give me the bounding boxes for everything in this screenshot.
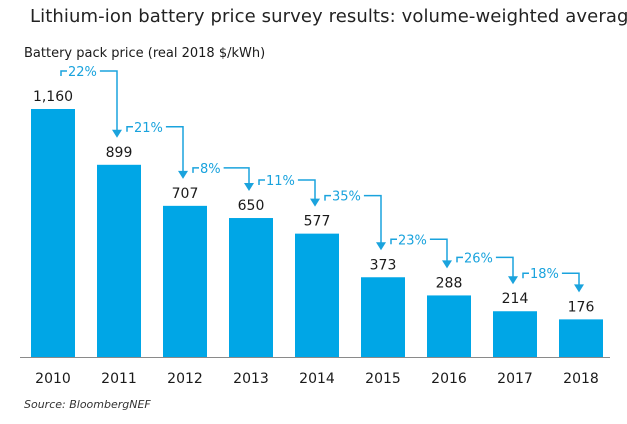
change-bracket bbox=[390, 238, 397, 245]
change-arrow-head bbox=[508, 276, 518, 285]
change-arrow-head bbox=[310, 198, 320, 207]
x-tick-label: 2016 bbox=[431, 371, 467, 387]
change-bracket bbox=[126, 126, 133, 132]
change-label: 8% bbox=[200, 162, 221, 177]
bar bbox=[229, 218, 273, 357]
change-bracket bbox=[522, 272, 529, 279]
change-arrow-head bbox=[376, 242, 386, 251]
bar bbox=[31, 109, 75, 357]
x-tick-label: 2014 bbox=[299, 371, 335, 387]
x-tick-label: 2018 bbox=[563, 371, 599, 387]
data-label: 577 bbox=[304, 214, 331, 230]
change-arrow-line bbox=[561, 272, 580, 286]
data-label: 899 bbox=[106, 145, 133, 161]
bar bbox=[295, 233, 339, 357]
data-label: 650 bbox=[238, 198, 265, 214]
x-tick-label: 2015 bbox=[365, 371, 401, 387]
change-bracket bbox=[324, 194, 331, 201]
change-arrow-line bbox=[297, 179, 316, 200]
data-label: 214 bbox=[502, 291, 529, 307]
y-axis-label: Battery pack price (real 2018 $/kWh) bbox=[24, 46, 266, 61]
change-bracket bbox=[60, 70, 67, 76]
change-label: 35% bbox=[332, 190, 361, 205]
data-label: 1,160 bbox=[33, 89, 73, 105]
change-arrow-head bbox=[112, 129, 122, 138]
change-label: 18% bbox=[530, 267, 559, 282]
bar bbox=[163, 205, 207, 357]
change-arrow-head bbox=[574, 284, 584, 293]
source-note: Source: BloombergNEF bbox=[24, 398, 151, 411]
data-label: 373 bbox=[370, 257, 397, 273]
change-label: 26% bbox=[464, 251, 493, 266]
change-arrow-line bbox=[99, 70, 118, 131]
chart-title: Lithium-ion battery price survey results… bbox=[30, 6, 627, 27]
bar bbox=[493, 311, 537, 357]
change-bracket bbox=[192, 167, 199, 173]
change-label: 11% bbox=[266, 174, 295, 189]
change-bracket bbox=[456, 256, 463, 263]
bar bbox=[559, 319, 603, 357]
change-arrow-line bbox=[363, 194, 382, 244]
bar bbox=[361, 277, 405, 357]
change-label: 21% bbox=[134, 121, 163, 136]
bar bbox=[97, 164, 141, 357]
data-label: 176 bbox=[568, 299, 595, 315]
change-arrow-head bbox=[244, 183, 254, 192]
x-tick-label: 2013 bbox=[233, 371, 269, 387]
x-tick-label: 2010 bbox=[35, 371, 71, 387]
change-arrow-head bbox=[178, 170, 188, 179]
data-label: 288 bbox=[436, 275, 463, 291]
bar bbox=[427, 295, 471, 357]
change-arrow-line bbox=[429, 238, 448, 262]
x-tick-label: 2017 bbox=[497, 371, 533, 387]
data-label: 707 bbox=[172, 186, 199, 202]
change-arrow-line bbox=[495, 256, 514, 278]
change-label: 22% bbox=[68, 65, 97, 80]
change-bracket bbox=[258, 179, 265, 186]
change-arrow-line bbox=[223, 167, 250, 185]
x-tick-label: 2012 bbox=[167, 371, 203, 387]
change-arrow-line bbox=[165, 126, 184, 172]
x-tick-label: 2011 bbox=[101, 371, 137, 387]
change-arrow-head bbox=[442, 260, 452, 269]
change-label: 23% bbox=[398, 233, 427, 248]
